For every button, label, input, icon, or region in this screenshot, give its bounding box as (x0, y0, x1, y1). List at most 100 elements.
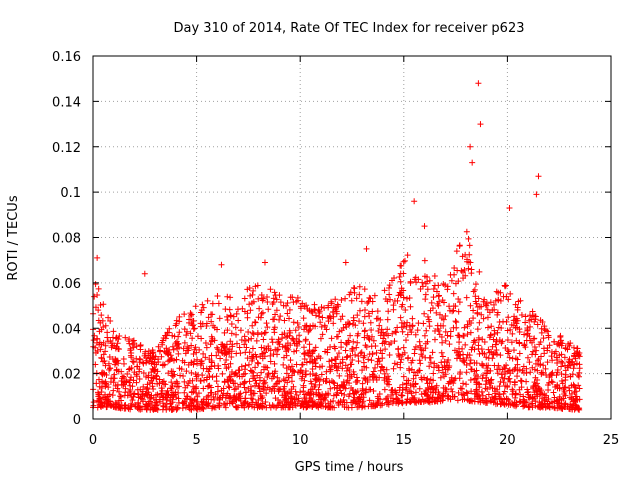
data-point (472, 339, 479, 346)
data-point (327, 344, 334, 351)
data-point (561, 354, 568, 361)
data-point (571, 383, 578, 390)
data-point (539, 403, 546, 410)
data-point (499, 374, 506, 381)
data-point (505, 314, 512, 321)
data-point (267, 352, 274, 359)
data-point (349, 345, 356, 352)
data-point (159, 341, 166, 348)
data-point (500, 293, 507, 300)
data-point (438, 334, 445, 341)
data-point (409, 315, 416, 322)
data-point (173, 317, 180, 324)
data-point (409, 357, 416, 364)
data-point (321, 395, 328, 402)
data-point (246, 284, 253, 291)
data-point (127, 345, 134, 352)
data-point (251, 319, 258, 326)
data-point (157, 347, 164, 354)
data-point (318, 371, 325, 378)
data-point (430, 377, 437, 384)
data-point (240, 380, 247, 387)
data-point (475, 342, 482, 349)
data-point (259, 400, 266, 407)
data-point (348, 385, 355, 392)
data-point (425, 398, 432, 405)
data-point (351, 289, 358, 296)
data-point (346, 291, 353, 298)
data-point (309, 348, 316, 355)
data-point (411, 198, 418, 205)
data-point (193, 373, 200, 380)
data-point (128, 374, 135, 381)
data-point (477, 121, 484, 128)
data-point (470, 307, 477, 314)
data-point (422, 296, 429, 303)
data-point (400, 344, 407, 351)
data-point (283, 370, 290, 377)
data-point (350, 368, 357, 375)
data-point (97, 301, 104, 308)
data-point (534, 367, 541, 374)
data-point (135, 400, 142, 407)
data-point (221, 329, 228, 336)
data-point (471, 390, 478, 397)
data-point (455, 352, 462, 359)
data-point (188, 389, 195, 396)
data-point (511, 399, 518, 406)
data-point (102, 348, 109, 355)
data-point (444, 332, 451, 339)
data-point (374, 315, 381, 322)
y-tick-label: 0.14 (52, 95, 81, 110)
data-point (431, 272, 438, 279)
data-point (115, 388, 122, 395)
data-point (167, 400, 174, 407)
data-point (395, 292, 402, 299)
data-point (143, 391, 150, 398)
data-point (335, 333, 342, 340)
data-point (378, 363, 385, 370)
data-point (92, 349, 99, 356)
data-point (226, 373, 233, 380)
data-point (354, 339, 361, 346)
data-point (133, 373, 140, 380)
data-point (447, 396, 454, 403)
data-point (456, 299, 463, 306)
data-point (467, 143, 474, 150)
data-point (124, 371, 131, 378)
data-point (293, 347, 300, 354)
data-point (549, 357, 556, 364)
data-point (548, 349, 555, 356)
data-point (520, 403, 527, 410)
data-point (429, 394, 436, 401)
data-point (295, 395, 302, 402)
data-point (112, 399, 119, 406)
data-point (227, 360, 234, 367)
data-point (278, 404, 285, 411)
data-point (469, 398, 476, 405)
data-point (193, 404, 200, 411)
data-point (117, 393, 124, 400)
data-point (417, 285, 424, 292)
data-point (538, 369, 545, 376)
data-point (534, 321, 541, 328)
data-point (524, 386, 531, 393)
data-point (308, 380, 315, 387)
data-point (489, 394, 496, 401)
data-point (275, 388, 282, 395)
data-point (328, 378, 335, 385)
data-point (196, 346, 203, 353)
data-point (227, 294, 234, 301)
data-point (259, 309, 266, 316)
data-point (152, 366, 159, 373)
data-point (177, 372, 184, 379)
data-point (566, 359, 573, 366)
data-point (373, 349, 380, 356)
data-point (300, 344, 307, 351)
data-point (439, 392, 446, 399)
data-point (461, 332, 468, 339)
data-point (489, 355, 496, 362)
data-point (269, 301, 276, 308)
data-point (448, 277, 455, 284)
data-point (519, 367, 526, 374)
